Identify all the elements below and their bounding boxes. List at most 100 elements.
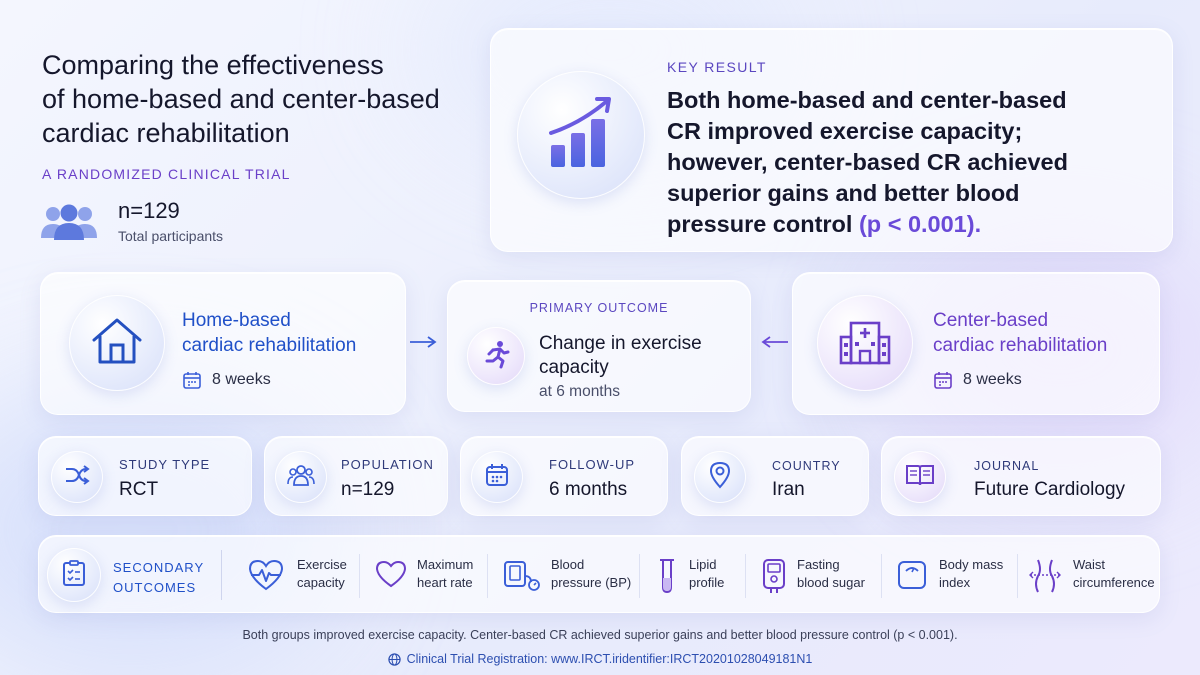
participants-label: Total participants bbox=[118, 228, 224, 244]
secondary-item-text: Fasting blood sugar bbox=[797, 556, 865, 592]
secondary-item-text: Body mass index bbox=[939, 556, 1003, 592]
fact-value-population: n=129 bbox=[341, 479, 395, 500]
shuffle-icon bbox=[64, 464, 90, 491]
secondary-item-line-2: heart rate bbox=[417, 575, 473, 590]
population-icon-bubble bbox=[275, 451, 327, 503]
secondary-divider bbox=[1017, 554, 1018, 598]
fact-value-study-type: RCT bbox=[119, 479, 159, 500]
secondary-divider bbox=[881, 554, 882, 598]
people-icon bbox=[287, 463, 315, 492]
country-icon-bubble bbox=[694, 451, 746, 503]
fact-card-journal: JOURNAL Future Cardiology bbox=[881, 436, 1161, 516]
secondary-item-line-1: Lipid bbox=[689, 557, 717, 572]
secondary-label-line-1: SECONDARY bbox=[113, 560, 205, 575]
home-based-card: Home-based cardiac rehabilitation 8 week… bbox=[40, 272, 406, 415]
center-based-card: Center-based cardiac rehabilitation 8 we… bbox=[792, 272, 1160, 415]
secondary-outcomes-label: SECONDARY OUTCOMES bbox=[113, 558, 204, 598]
secondary-item-line-1: Exercise bbox=[297, 557, 347, 572]
secondary-item-text: Exercise capacity bbox=[297, 556, 347, 592]
secondary-label-line-2: OUTCOMES bbox=[113, 580, 197, 595]
primary-outcome-timepoint: at 6 months bbox=[539, 383, 620, 400]
fact-label-country: COUNTRY bbox=[772, 459, 841, 473]
page-subtitle: A RANDOMIZED CLINICAL TRIAL bbox=[42, 166, 291, 182]
fact-card-study-type: STUDY TYPE RCT bbox=[38, 436, 252, 516]
center-icon-bubble bbox=[817, 295, 913, 391]
bar-chart-trend-icon bbox=[541, 93, 621, 178]
calendar-icon bbox=[933, 370, 953, 390]
home-arm-title-line-1: Home-based bbox=[182, 310, 291, 331]
study-type-icon-bubble bbox=[51, 451, 103, 503]
center-arm-duration-text: 8 weeks bbox=[963, 371, 1022, 389]
secondary-divider bbox=[639, 554, 640, 598]
hospital-icon bbox=[837, 315, 893, 372]
key-result-line-3: however, center-based CR achieved bbox=[667, 149, 1068, 175]
secondary-item-line-1: Fasting bbox=[797, 557, 840, 572]
primary-outcome-label: PRIMARY OUTCOME bbox=[529, 301, 669, 315]
calendar-icon bbox=[484, 462, 510, 493]
fact-value-country: Iran bbox=[772, 479, 805, 500]
fact-value-journal: Future Cardiology bbox=[974, 479, 1126, 500]
title-line-1: Comparing the effectiveness bbox=[42, 50, 384, 80]
waist-icon bbox=[1029, 558, 1061, 599]
secondary-item-line-1: Maximum bbox=[417, 557, 474, 572]
center-arm-duration: 8 weeks bbox=[933, 370, 1022, 390]
key-result-line-1: Both home-based and center-based bbox=[667, 87, 1067, 113]
glucose-meter-icon bbox=[761, 558, 787, 599]
fact-card-country: COUNTRY Iran bbox=[681, 436, 869, 516]
secondary-item-text: Blood pressure (BP) bbox=[551, 556, 631, 592]
secondary-item-fasting-blood-sugar: Fasting blood sugar bbox=[761, 556, 881, 596]
book-icon bbox=[905, 463, 935, 492]
participants-summary: n=129 Total participants bbox=[40, 198, 340, 248]
key-result-line-2: CR improved exercise capacity; bbox=[667, 118, 1023, 144]
primary-outcome-line-1: Change in exercise bbox=[539, 333, 702, 354]
running-person-icon bbox=[481, 339, 511, 374]
key-result-label: KEY RESULT bbox=[667, 59, 767, 75]
house-icon bbox=[90, 316, 144, 371]
fact-card-follow-up: FOLLOW-UP 6 months bbox=[460, 436, 668, 516]
secondary-item-line-1: Waist bbox=[1073, 557, 1106, 572]
secondary-divider bbox=[359, 554, 360, 598]
journal-icon-bubble bbox=[894, 451, 946, 503]
footer-summary: Both groups improved exercise capacity. … bbox=[242, 628, 958, 642]
fact-label-journal: JOURNAL bbox=[974, 459, 1040, 473]
key-result-text: Both home-based and center-based CR impr… bbox=[667, 85, 1157, 240]
fact-value-follow-up: 6 months bbox=[549, 479, 628, 500]
secondary-divider bbox=[487, 554, 488, 598]
secondary-item-line-2: index bbox=[939, 575, 971, 590]
follow-up-icon-bubble bbox=[471, 451, 523, 503]
fact-label-follow-up: FOLLOW-UP bbox=[549, 457, 636, 472]
primary-outcome-text: Change in exercise capacity bbox=[539, 332, 702, 380]
clipboard-checklist-icon bbox=[62, 559, 86, 592]
secondary-item-line-2: capacity bbox=[297, 575, 345, 590]
secondary-outcomes-card: SECONDARY OUTCOMES Exercise capacity Max… bbox=[38, 535, 1160, 613]
secondary-item-text: Lipid profile bbox=[689, 556, 724, 592]
center-arm-title-line-1: Center-based bbox=[933, 310, 1049, 331]
location-pin-icon bbox=[709, 461, 731, 494]
secondary-item-line-1: Blood bbox=[551, 557, 585, 572]
secondary-item-lipid-profile: Lipid profile bbox=[657, 556, 747, 596]
secondary-item-waist-circumference: Waist circumference bbox=[1029, 556, 1159, 596]
footer-registration: Clinical Trial Registration: www.IRCT.ir… bbox=[0, 652, 1200, 666]
secondary-item-line-1: Body mass bbox=[939, 557, 1004, 572]
registration-text: Clinical Trial Registration: www.IRCT.ir… bbox=[406, 652, 813, 666]
secondary-divider bbox=[221, 550, 222, 600]
primary-outcome-line-2: capacity bbox=[539, 357, 609, 378]
key-result-line-5: pressure control (p < 0.001). bbox=[667, 209, 1157, 240]
home-arm-duration: 8 weeks bbox=[182, 370, 271, 390]
center-arm-title: Center-based cardiac rehabilitation bbox=[933, 308, 1107, 358]
center-arm-title-line-2: cardiac rehabilitation bbox=[933, 335, 1108, 356]
arrow-right-icon bbox=[408, 334, 438, 355]
key-result-line-5-main: pressure control bbox=[667, 211, 859, 237]
heartbeat-icon bbox=[247, 558, 285, 597]
secondary-item-body-mass-index: Body mass index bbox=[897, 556, 1017, 596]
arrow-left-icon bbox=[760, 334, 790, 355]
blood-pressure-icon bbox=[503, 558, 543, 597]
key-result-icon-bubble bbox=[517, 71, 645, 199]
primary-outcome-card: PRIMARY OUTCOME Change in exercise capac… bbox=[447, 280, 751, 412]
key-result-line-4: superior gains and better blood bbox=[667, 180, 1020, 206]
secondary-item-exercise-capacity: Exercise capacity bbox=[247, 556, 367, 596]
secondary-item-text: Maximum heart rate bbox=[417, 556, 473, 592]
secondary-divider bbox=[745, 554, 746, 598]
home-arm-title-line-2: cardiac rehabilitation bbox=[182, 335, 357, 356]
title-line-3: cardiac rehabilitation bbox=[42, 118, 290, 148]
